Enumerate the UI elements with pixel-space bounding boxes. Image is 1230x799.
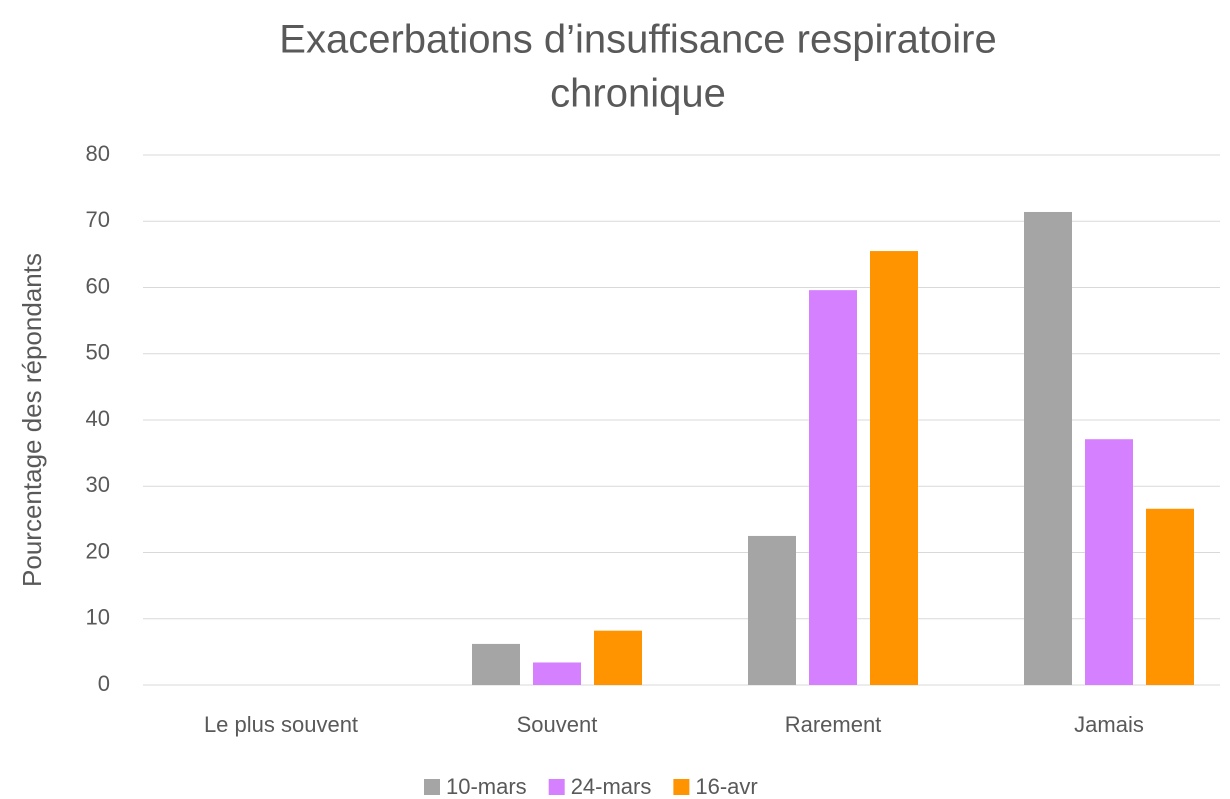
bar	[1024, 211, 1072, 685]
bar	[533, 662, 581, 685]
legend-label: 24-mars	[571, 774, 652, 799]
bar	[870, 251, 918, 685]
bar	[1146, 508, 1194, 685]
x-tick-label: Le plus souvent	[204, 712, 358, 737]
y-tick-label: 80	[86, 141, 110, 166]
legend-swatch	[673, 779, 690, 795]
y-tick-label: 40	[86, 406, 110, 431]
y-tick-label: 30	[86, 472, 110, 497]
y-tick-label: 60	[86, 273, 110, 298]
y-axis-label: Pourcentage des répondants	[17, 253, 47, 587]
y-tick-label: 10	[86, 605, 110, 630]
y-tick-label: 50	[86, 340, 110, 365]
bar	[748, 535, 796, 685]
bar	[1085, 439, 1133, 685]
x-tick-label: Jamais	[1074, 712, 1144, 737]
chart-title: chronique	[550, 72, 726, 116]
bar	[809, 290, 857, 685]
x-tick-label: Rarement	[785, 712, 882, 737]
legend-swatch	[424, 779, 440, 795]
y-tick-label: 20	[86, 538, 110, 563]
chart-title: Exacerbations d’insuffisance respiratoir…	[279, 18, 996, 62]
legend-label: 16-avr	[695, 774, 757, 799]
bar	[594, 630, 642, 685]
bar	[472, 643, 520, 685]
x-tick-label: Souvent	[517, 712, 598, 737]
legend-label: 10-mars	[446, 774, 527, 799]
y-tick-label: 70	[86, 207, 110, 232]
legend-swatch	[548, 779, 565, 795]
y-tick-label: 0	[98, 671, 110, 696]
